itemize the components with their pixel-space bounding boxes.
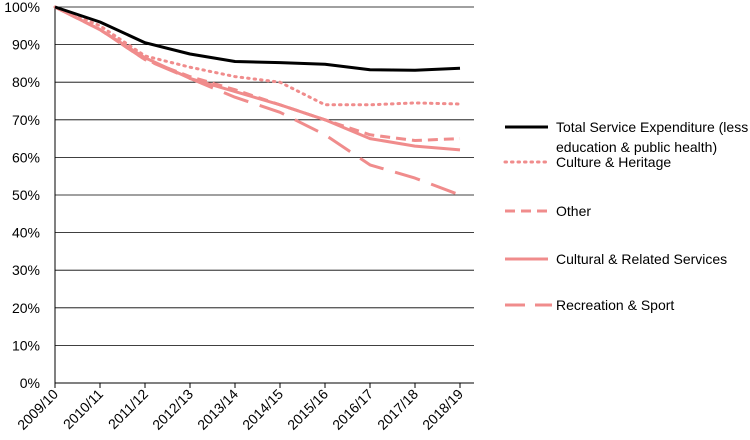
y-tick-label: 10% — [12, 337, 40, 353]
x-tick-label: 2018/19 — [419, 386, 466, 433]
axes — [54, 7, 474, 384]
series-line-other — [54, 5, 461, 142]
legend-label: Cultural & Related Services — [556, 251, 727, 267]
y-tick-label: 80% — [12, 74, 40, 90]
y-tick-label: 50% — [12, 187, 40, 203]
y-tick-label: 60% — [12, 149, 40, 165]
x-tick-label: 2014/15 — [239, 386, 286, 433]
x-tick-label: 2009/10 — [14, 386, 61, 433]
legend: Total Service Expenditure (less education… — [503, 119, 748, 313]
y-tick-label: 90% — [12, 37, 40, 53]
series-line-culture-heritage — [53, 5, 462, 107]
y-tick-label: 40% — [12, 225, 40, 241]
gridlines — [55, 6, 474, 346]
series-line-cultural-related-services — [54, 5, 461, 152]
x-tick-label: 2015/16 — [284, 386, 331, 433]
x-tick-label: 2012/13 — [149, 386, 196, 433]
x-tick-label: 2010/11 — [60, 386, 107, 433]
series-lines — [53, 5, 462, 197]
y-tick-label: 20% — [12, 300, 40, 316]
legend-label: Other — [556, 203, 591, 219]
y-tick-label: 0% — [20, 375, 40, 391]
x-tick-label: 2017/18 — [374, 386, 421, 433]
y-tick-label: 100% — [4, 0, 40, 15]
x-tick-label: 2011/12 — [105, 386, 152, 433]
x-tick-label: 2016/17 — [329, 386, 376, 433]
y-axis-ticks: 0% 10% 20% 30% 40% 50% 60% 70% 80% 90% 100% — [4, 0, 40, 391]
x-tick-label: 2013/14 — [194, 386, 241, 433]
y-tick-label: 70% — [12, 112, 40, 128]
series-line-total-service-expenditure-less-education-public-health — [54, 5, 461, 72]
legend-label: education & public health) — [556, 139, 717, 155]
legend-label: Recreation & Sport — [556, 297, 674, 313]
legend-label: Culture & Heritage — [556, 154, 671, 170]
y-tick-label: 30% — [12, 262, 40, 278]
legend-label: Total Service Expenditure (less — [556, 119, 748, 135]
x-axis-ticks: 2009/102010/112011/122012/132013/142014/… — [14, 383, 466, 433]
